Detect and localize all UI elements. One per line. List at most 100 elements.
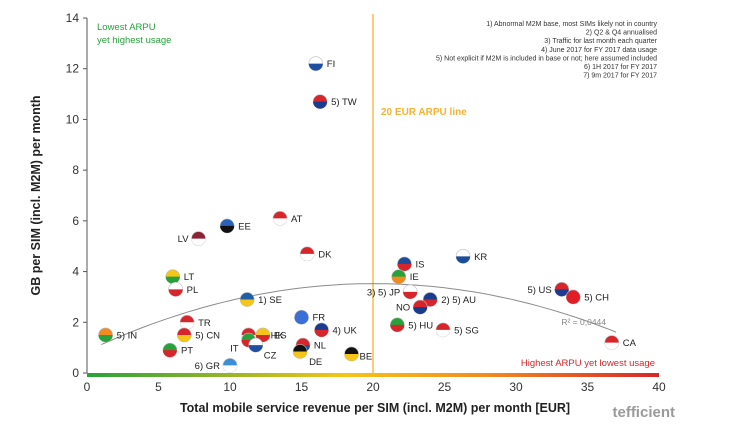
flag-marker-lower-half bbox=[413, 307, 428, 315]
point-label: CA bbox=[623, 338, 637, 349]
point-label: TR bbox=[198, 318, 211, 329]
point-label: FR bbox=[313, 313, 326, 324]
data-point: KR bbox=[455, 249, 487, 264]
y-axis-ticks: 0 2 4 6 8 10 12 14 bbox=[66, 11, 87, 380]
data-point: IE bbox=[391, 269, 419, 284]
point-label: IE bbox=[410, 272, 419, 283]
flag-marker-lower-half bbox=[294, 317, 309, 325]
point-label: 5) US bbox=[527, 285, 551, 296]
x-tick-label: 0 bbox=[84, 380, 91, 394]
data-point: IS bbox=[397, 256, 424, 272]
data-point: 3) 5) JP bbox=[367, 284, 418, 300]
data-point: 1) SE bbox=[239, 292, 282, 307]
flag-marker-lower-half bbox=[191, 238, 206, 246]
flag-marker-lower-half bbox=[165, 276, 180, 284]
point-label: PL bbox=[187, 285, 199, 296]
flag-marker-lower-half bbox=[313, 101, 328, 109]
point-label: DE bbox=[309, 357, 322, 368]
point-label: 3) 5) JP bbox=[367, 287, 400, 298]
x-tick-label: 10 bbox=[223, 380, 237, 394]
data-point: TR bbox=[179, 314, 211, 330]
footnote: 2) Q2 & Q4 annualised bbox=[586, 30, 657, 37]
x-axis-ticks: 0 5 10 15 20 25 30 35 40 bbox=[84, 380, 666, 394]
point-label: LT bbox=[184, 272, 195, 283]
data-point: 5) CH bbox=[565, 289, 609, 305]
data-point: 2) 5) AU bbox=[422, 292, 476, 307]
point-label: NO bbox=[396, 303, 410, 314]
footnote: 6) 1H 2017 for FY 2017 bbox=[584, 64, 657, 71]
data-point: 6) GR bbox=[195, 358, 238, 373]
flag-marker-lower-half bbox=[391, 276, 406, 284]
flag-marker-lower-half bbox=[168, 289, 183, 297]
x-tick-label: 30 bbox=[509, 380, 523, 394]
y-axis-title: GB per SIM (incl. M2M) per month bbox=[29, 95, 43, 295]
flag-marker-lower-half bbox=[180, 322, 195, 330]
footnote: 3) Traffic for last month each quarter bbox=[544, 38, 657, 45]
flag-marker-lower-half bbox=[220, 225, 235, 233]
y-tick-label: 8 bbox=[72, 163, 79, 177]
data-point: 5) TW bbox=[312, 94, 357, 109]
y-tick-label: 2 bbox=[72, 315, 79, 329]
flag-marker-lower-half bbox=[436, 329, 451, 337]
y-tick-label: 14 bbox=[66, 11, 80, 25]
point-label: CZ bbox=[264, 351, 277, 362]
point-label: IS bbox=[415, 259, 424, 270]
flag-marker-lower-half bbox=[344, 353, 359, 361]
x-axis-gradient-bar bbox=[87, 373, 659, 377]
flag-marker-lower-half bbox=[397, 263, 412, 271]
y-tick-label: 10 bbox=[66, 112, 80, 126]
flag-marker-lower-half bbox=[554, 289, 569, 297]
point-label: AT bbox=[291, 214, 303, 225]
point-label: 5) CH bbox=[584, 292, 609, 303]
footnote: 7) 9m 2017 for FY 2017 bbox=[583, 73, 657, 80]
flag-marker-lower-half bbox=[390, 324, 405, 332]
flag-marker-lower-half bbox=[300, 253, 315, 261]
trendline-r2-label: R² = 0,0444 bbox=[561, 317, 606, 327]
flag-marker-lower-half bbox=[248, 345, 263, 353]
x-tick-label: 40 bbox=[652, 380, 666, 394]
flag-marker-lower-half bbox=[456, 256, 471, 264]
point-label: EE bbox=[238, 221, 251, 232]
point-label: 4) UK bbox=[333, 325, 358, 336]
data-point: LV bbox=[178, 231, 206, 246]
data-point: NO bbox=[396, 299, 428, 315]
data-point: EE bbox=[219, 218, 251, 234]
point-label: DK bbox=[318, 249, 332, 260]
reference-line-label: 20 EUR ARPU line bbox=[381, 107, 467, 118]
flag-marker-lower-half bbox=[98, 334, 113, 342]
x-tick-label: 25 bbox=[438, 380, 452, 394]
footnotes: 1) Abnormal M2M base, most SIMs likely n… bbox=[436, 21, 658, 80]
point-label: ES bbox=[274, 330, 287, 341]
data-point: FI bbox=[308, 56, 335, 71]
point-label: KR bbox=[474, 252, 487, 263]
top-left-annotation-line-2: yet highest usage bbox=[97, 35, 171, 46]
flag-marker-lower-half bbox=[273, 218, 288, 226]
data-point: DK bbox=[299, 246, 332, 262]
data-point: AT bbox=[272, 211, 303, 226]
point-label: 5) SG bbox=[454, 325, 479, 336]
flag-marker-lower-half bbox=[566, 296, 581, 304]
data-point: CA bbox=[604, 335, 637, 350]
flag-marker-lower-half bbox=[223, 365, 237, 373]
flag-marker-lower-half bbox=[162, 350, 177, 358]
data-point: 5) SG bbox=[435, 322, 479, 338]
data-point: BE bbox=[344, 346, 373, 362]
x-tick-label: 15 bbox=[295, 380, 309, 394]
flag-marker-lower-half bbox=[604, 342, 619, 350]
footnote: 1) Abnormal M2M base, most SIMs likely n… bbox=[486, 21, 657, 28]
flag-marker-lower-half bbox=[308, 63, 323, 71]
trendline bbox=[101, 283, 617, 346]
x-tick-label: 20 bbox=[366, 380, 380, 394]
data-point: FR bbox=[294, 309, 326, 325]
data-points: FI 5) TW AT EE LV DK KR IS IE LT PL 5) US 3) 5) JP 5)… bbox=[98, 56, 637, 373]
data-point: LT bbox=[165, 269, 195, 284]
data-point: DE bbox=[292, 344, 322, 368]
flag-marker-lower-half bbox=[240, 299, 255, 307]
x-tick-label: 5 bbox=[155, 380, 162, 394]
point-label: BE bbox=[360, 351, 373, 362]
data-point: CZ bbox=[248, 337, 277, 362]
point-label: 6) GR bbox=[195, 361, 220, 372]
point-label: 2) 5) AU bbox=[441, 295, 476, 306]
point-label: LV bbox=[178, 234, 190, 245]
